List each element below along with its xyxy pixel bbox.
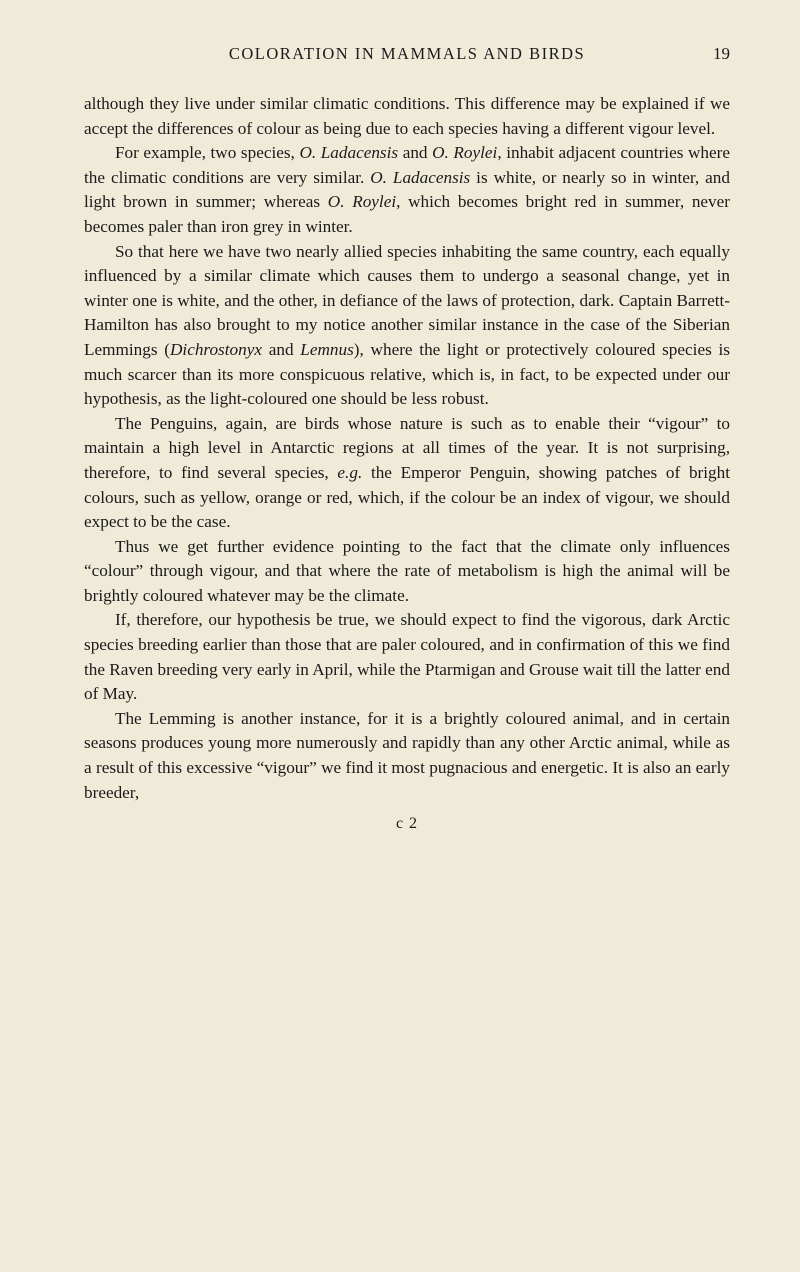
- running-head: COLORATION IN MAMMALS AND BIRDS: [229, 44, 585, 64]
- book-page: COLORATION IN MAMMALS AND BIRDS 19 altho…: [0, 0, 800, 873]
- paragraph: although they live under similar climati…: [84, 92, 730, 141]
- page-header: COLORATION IN MAMMALS AND BIRDS 19: [84, 44, 730, 64]
- page-number: 19: [713, 44, 730, 64]
- signature-mark: c 2: [84, 815, 730, 833]
- body-text: although they live under similar climati…: [84, 92, 730, 805]
- paragraph: The Lemming is another instance, for it …: [84, 707, 730, 805]
- paragraph: Thus we get further evidence pointing to…: [84, 535, 730, 609]
- paragraph: So that here we have two nearly allied s…: [84, 240, 730, 412]
- paragraph: The Penguins, again, are birds whose nat…: [84, 412, 730, 535]
- paragraph: For example, two species, O. Ladacensis …: [84, 141, 730, 239]
- paragraph: If, therefore, our hypothesis be true, w…: [84, 608, 730, 706]
